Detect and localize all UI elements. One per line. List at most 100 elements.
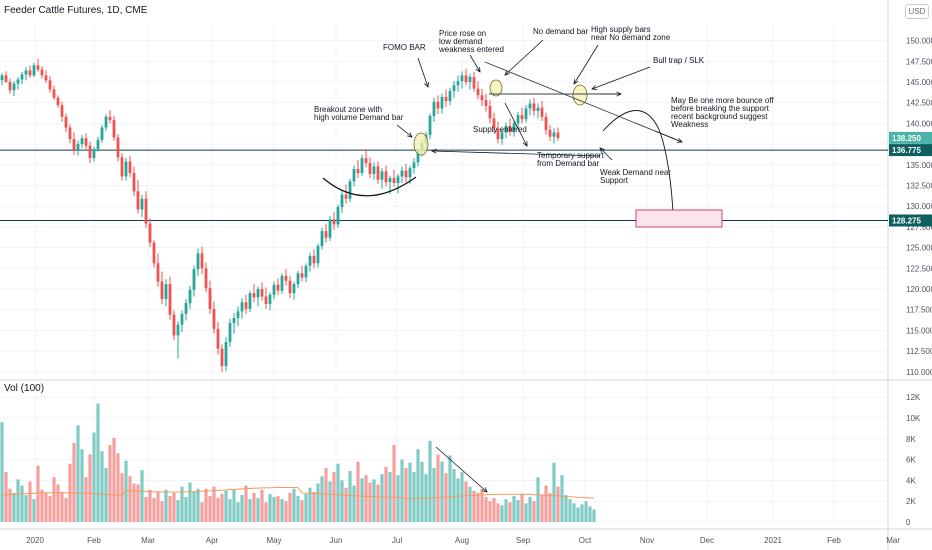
volume-bar	[548, 492, 552, 522]
annotation-arrow	[591, 66, 651, 90]
highlight-ellipse	[572, 84, 588, 106]
candle-body	[124, 161, 128, 177]
candle-body	[312, 255, 316, 264]
candle-body	[16, 79, 20, 84]
volume-bar	[40, 489, 44, 522]
candle-body	[12, 83, 16, 91]
candle-body	[344, 194, 348, 199]
volume-title: Vol (100)	[4, 383, 45, 394]
volume-bar	[448, 455, 452, 522]
volume-bar	[368, 482, 372, 522]
annotation-text: High supply bars	[591, 25, 651, 34]
volume-bar	[324, 467, 328, 522]
candle-body	[500, 132, 504, 140]
candle-body	[28, 70, 32, 76]
annotation-text: No demand bar	[533, 27, 588, 36]
volume-bar	[504, 499, 508, 522]
candle-body	[408, 168, 412, 178]
candle-body	[248, 293, 252, 309]
candle-body	[216, 328, 220, 349]
volume-bar	[208, 496, 212, 522]
price-tick-label: 147.500	[906, 57, 932, 66]
time-tick-label: Nov	[640, 536, 654, 545]
candle-body	[260, 289, 264, 297]
volume-bar	[328, 481, 332, 522]
time-tick-label: Oct	[579, 536, 592, 545]
volume-bar	[16, 479, 20, 522]
time-tick-label: Sep	[516, 536, 531, 545]
volume-bar	[352, 485, 356, 522]
candle-body	[184, 303, 188, 314]
price-tick-label: 150.000	[906, 37, 932, 46]
price-tags: 138.250 136.775 128.275	[889, 131, 932, 227]
volume-bar	[476, 492, 480, 522]
volume-bar	[56, 484, 60, 522]
volume-bar	[372, 479, 376, 522]
candle-body	[252, 293, 256, 298]
candle-body	[212, 308, 216, 329]
candle-body	[120, 157, 124, 177]
arrow-head	[407, 132, 413, 138]
candle-body	[304, 265, 308, 278]
candle-body	[320, 231, 324, 246]
volume-tick-label: 0	[906, 518, 911, 527]
candle-body	[148, 223, 152, 243]
candle-body	[64, 116, 68, 128]
candle-body	[80, 138, 84, 145]
candle-body	[316, 245, 320, 264]
volume-bar	[340, 480, 344, 522]
candle-body	[532, 103, 536, 111]
candle-body	[112, 120, 116, 138]
candle-body	[324, 231, 328, 238]
annotation-text: Bull trap / SLK	[653, 56, 705, 65]
arrow-head	[676, 138, 683, 143]
candle-body	[440, 96, 444, 109]
candle-body	[104, 116, 108, 128]
volume-tick-label: 2K	[906, 497, 916, 506]
candle-body	[76, 144, 80, 150]
annotation-text: weakness entered	[438, 45, 504, 54]
volume-bar	[420, 461, 424, 522]
candle-body	[468, 77, 472, 82]
candle-body	[352, 168, 356, 182]
candle-body	[292, 284, 296, 294]
volume-bar	[572, 503, 576, 522]
symbol-title: Feeder Cattle Futures, 1D, CME	[4, 5, 148, 16]
volume-bar	[296, 496, 300, 522]
volume-bar	[180, 486, 184, 522]
volume-bar	[480, 488, 484, 522]
volume-bar	[292, 488, 296, 522]
candle-body	[336, 207, 340, 225]
candle-body	[340, 194, 344, 208]
volume-bar	[240, 494, 244, 522]
volume-bar	[436, 454, 440, 522]
volume-bar	[132, 483, 136, 522]
volume-bar	[0, 422, 4, 522]
time-tick-label: May	[266, 536, 281, 545]
candle-body	[168, 284, 172, 315]
volume-tick-label: 8K	[906, 435, 916, 444]
arrow-head	[475, 66, 481, 73]
volume-bar	[128, 476, 132, 522]
volume-bar	[492, 498, 496, 522]
volume-bar	[576, 507, 580, 522]
time-tick-label: 2021	[764, 536, 782, 545]
volume-bar	[412, 472, 416, 522]
volume-bar	[540, 494, 544, 522]
candle-body	[4, 75, 8, 82]
candle-body	[280, 275, 284, 291]
candle-body	[448, 91, 452, 102]
candle-body	[416, 150, 420, 163]
volume-bar	[4, 472, 8, 522]
volume-tick-label: 4K	[906, 476, 916, 485]
volume-bar	[184, 497, 188, 522]
candle-body	[244, 302, 248, 309]
volume-bar	[564, 494, 568, 522]
price-tag-label: 138.250	[892, 134, 921, 143]
volume-bar	[524, 503, 528, 522]
candle-body	[172, 314, 176, 336]
annotation-arrow	[504, 39, 544, 76]
currency-button[interactable]: USD	[905, 4, 929, 19]
annotation-text: Weakness	[671, 120, 708, 129]
